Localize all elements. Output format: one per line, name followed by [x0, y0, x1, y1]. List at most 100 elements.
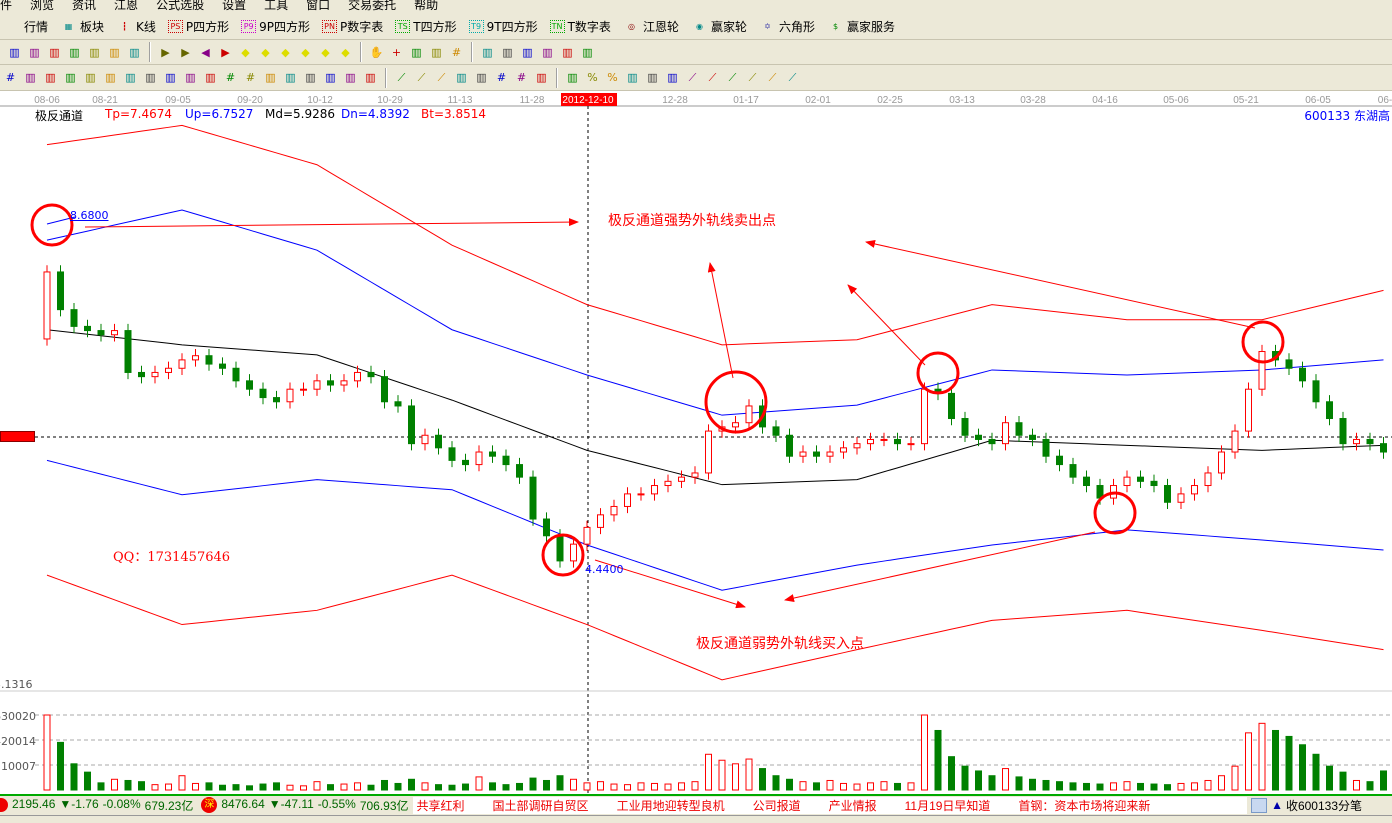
toolbar-button-ts[interactable]: TS T四方形 — [391, 18, 460, 35]
right-diamond-icon[interactable]: ◆ — [261, 45, 270, 59]
percent-line-icon[interactable]: % — [587, 71, 598, 84]
toolbar-button-market[interactable]: 行情 — [0, 18, 52, 35]
chart-canvas[interactable]: 08-06 08-21 09-05 09-20 10-12 10-29 11-13 11-28… — [0, 91, 1392, 794]
toolbar-button-ps[interactable]: PS P四方形 — [164, 18, 233, 35]
toolbar-button-pn[interactable]: PN P数字表 — [318, 18, 387, 35]
target-icon[interactable]: ▥ — [205, 71, 216, 84]
menu-item[interactable]: 浏览 — [30, 0, 55, 12]
news-ticker[interactable]: 共享红利 国土部调研自贸区 工业用地迎转型良机 公司报道 产业情报 11月19日早知道 首钢… — [412, 796, 1248, 814]
menu-item[interactable]: 交易委托 — [348, 0, 397, 12]
candle-dropdown-icon[interactable]: ▥ — [89, 45, 100, 59]
spiral-icon[interactable]: ▥ — [85, 71, 96, 84]
wave9-icon[interactable]: ▥ — [69, 45, 80, 59]
gold-icon[interactable]: ▥ — [25, 71, 36, 84]
sz-index[interactable]: 8476.64 ▼-47.11 -0.55% 706.93亿 — [221, 797, 408, 814]
menu-item[interactable]: 江恩 — [114, 0, 139, 12]
percent-icon[interactable]: % — [607, 71, 618, 84]
measure-icon[interactable]: ▥ — [345, 71, 356, 84]
triangle-icon[interactable]: ▥ — [185, 71, 196, 84]
fan7-icon[interactable]: ⟋ — [788, 71, 797, 84]
table-icon[interactable]: ▥ — [567, 71, 578, 84]
box-icon[interactable]: ▥ — [365, 71, 376, 84]
last-icon[interactable]: ▶ — [181, 45, 190, 59]
next-icon[interactable]: ▶ — [221, 45, 230, 59]
square-fan-icon[interactable]: ⟋ — [417, 71, 426, 84]
calendar-icon[interactable]: ▥ — [482, 45, 493, 59]
flag-icon[interactable]: ▥ — [129, 45, 140, 59]
save-icon[interactable]: ▥ — [542, 45, 553, 59]
left-diamond-icon[interactable]: ◆ — [241, 45, 250, 59]
fan2-icon[interactable]: ⟋ — [688, 71, 697, 84]
menu-item[interactable]: 公式选股 — [156, 0, 205, 12]
expand-v-icon[interactable]: ◆ — [341, 45, 350, 59]
tick-label[interactable]: 收600133分笔 — [1285, 798, 1362, 813]
pen-icon[interactable]: ▥ — [105, 71, 116, 84]
news-item[interactable]: 11月19日早知道 — [904, 798, 991, 813]
prev-icon[interactable]: ◀ — [201, 45, 210, 59]
fork-icon[interactable]: ▥ — [411, 45, 422, 59]
toolbar-button-tn[interactable]: TN T数字表 — [546, 18, 615, 35]
fan-icon[interactable]: ⟋ — [397, 71, 406, 84]
fibo-icon[interactable]: ▥ — [65, 71, 76, 84]
hand-icon[interactable]: ✋ — [369, 45, 384, 59]
news-item[interactable]: 工业用地迎转型良机 — [616, 798, 725, 813]
grid2-icon[interactable]: # — [496, 71, 507, 84]
toolbar-button-kline[interactable]: ┇ K线 — [112, 18, 160, 35]
ruler-icon[interactable]: ▥ — [325, 71, 336, 84]
toolbar-button-hexagon[interactable]: ✡ 六角形 — [755, 18, 819, 35]
angle-icon[interactable]: ▥ — [456, 71, 467, 84]
grid-icon[interactable]: # — [5, 71, 16, 84]
gann-fan-icon[interactable]: ⟋ — [437, 71, 446, 84]
win-icon[interactable]: ▥ — [305, 71, 316, 84]
calculator-icon[interactable]: ▥ — [502, 45, 513, 59]
network-icon[interactable]: # — [451, 45, 462, 59]
web-icon[interactable]: ▥ — [562, 45, 573, 59]
fan5-icon[interactable]: ⟋ — [748, 71, 757, 84]
pattern-icon[interactable]: ▥ — [9, 45, 20, 59]
menu-item[interactable]: 件 — [0, 0, 13, 12]
arrow-up-icon[interactable]: ▥ — [667, 71, 678, 84]
notes-icon[interactable]: ▥ — [522, 45, 533, 59]
stack-icon[interactable]: ▥ — [647, 71, 658, 84]
print-icon[interactable]: ▥ — [582, 45, 593, 59]
god-icon[interactable]: ▥ — [285, 71, 296, 84]
n2-icon[interactable]: ▥ — [165, 71, 176, 84]
news-item[interactable]: 产业情报 — [828, 798, 877, 813]
first-icon[interactable]: ▶ — [161, 45, 170, 59]
kline-chart[interactable]: 08-06 08-21 09-05 09-20 10-12 10-29 11-13 11-28… — [0, 91, 1392, 794]
bars-icon[interactable]: ▥ — [145, 71, 156, 84]
toolbar-button-gann-wheel[interactable]: ◎ 江恩轮 — [619, 18, 683, 35]
menu-item[interactable]: 帮助 — [414, 0, 439, 12]
chaos-icon[interactable]: ▥ — [109, 45, 120, 59]
lines-icon[interactable]: ▥ — [265, 71, 276, 84]
square-net-icon[interactable]: # — [245, 71, 256, 84]
fan4-icon[interactable]: ⟋ — [728, 71, 737, 84]
menu-item[interactable]: 资讯 — [72, 0, 97, 12]
toolbar-button-dollar[interactable]: $ 赢家服务 — [823, 18, 899, 35]
circle-icon[interactable]: ▥ — [125, 71, 136, 84]
menu-item[interactable]: 窗口 — [306, 0, 331, 12]
news-item[interactable]: 共享红利 — [416, 798, 465, 813]
news-item[interactable]: 公司报道 — [752, 798, 801, 813]
menu-item[interactable]: 工具 — [264, 0, 289, 12]
wave3-icon[interactable]: ▥ — [49, 45, 60, 59]
expand-icon[interactable]: ◆ — [321, 45, 330, 59]
toolbar-button-p9[interactable]: P9 9P四方形 — [237, 18, 314, 35]
fan6-icon[interactable]: ⟋ — [768, 71, 777, 84]
expand-h-icon[interactable]: ◆ — [281, 45, 290, 59]
coin-icon[interactable]: ▥ — [627, 71, 638, 84]
zigzag-icon[interactable]: ▥ — [476, 71, 487, 84]
parallel-icon[interactable]: ▥ — [536, 71, 547, 84]
clipboard-icon[interactable]: ▥ — [29, 45, 40, 59]
fan3-icon[interactable]: ⟋ — [708, 71, 717, 84]
news-item[interactable]: 国土部调研自贸区 — [492, 798, 589, 813]
toolbar-button-t9[interactable]: T9 9T四方形 — [465, 18, 542, 35]
toolbar-button-big-wheel[interactable]: ◉ 赢家轮 — [687, 18, 751, 35]
toolbar-button-sector[interactable]: ▦ 板块 — [56, 18, 108, 35]
web-net-icon[interactable]: # — [225, 71, 236, 84]
grid3-icon[interactable]: # — [516, 71, 527, 84]
gold2-icon[interactable]: ▥ — [45, 71, 56, 84]
menu-item[interactable]: 设置 — [222, 0, 247, 12]
scroll-spinner[interactable] — [1251, 797, 1268, 813]
sh-index[interactable]: 2195.46 ▼-1.76 -0.08% 679.23亿 — [12, 797, 193, 814]
